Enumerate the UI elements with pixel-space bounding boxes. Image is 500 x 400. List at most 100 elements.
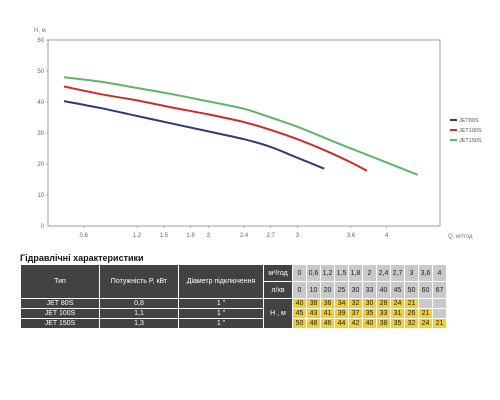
head-value: 35: [363, 309, 376, 318]
x-tick-label: 1.2: [133, 233, 142, 239]
flow-l-value: 33: [363, 282, 376, 298]
head-value: 33: [377, 309, 390, 318]
head-value: 26: [405, 309, 418, 318]
head-value: 30: [363, 299, 376, 308]
head-value: 46: [321, 319, 334, 328]
y-tick-label: 20: [37, 162, 44, 168]
x-tick-label: 2: [207, 233, 211, 239]
head-value: 50: [293, 319, 306, 328]
head-value: 32: [349, 299, 362, 308]
flow-m3-value: 4: [433, 265, 446, 281]
head-value: 48: [307, 319, 320, 328]
head-value: 38: [377, 319, 390, 328]
table-header-row-1: Тип Потужність P, кВт Діаметр підключенн…: [21, 265, 446, 298]
chart-canvas: 0 10 20 30 40 50 60 0.6 1.2 1.5 1.8 2 2.4 2.7 3 3.6 4 J…: [34, 28, 482, 240]
flow-l-value: 45: [391, 282, 404, 298]
head-value: 34: [335, 299, 348, 308]
flow-m3-value: 2,7: [391, 265, 404, 281]
legend-label: JET150S: [459, 138, 482, 144]
col-header-diameter: Діаметр підключення: [179, 265, 263, 298]
flow-l-value: 60: [419, 282, 432, 298]
legend-label: JET80S: [459, 118, 479, 124]
y-tick-label: 30: [37, 131, 44, 137]
head-value: 41: [321, 309, 334, 318]
hydraulic-specs-section: Гідравлічні характеристики Тип Потужніст…: [20, 252, 496, 329]
pump-type: JET 80S: [21, 299, 99, 308]
x-tick-label: 1.8: [186, 233, 195, 239]
head-value: 24: [391, 299, 404, 308]
pump-diameter: 1 ": [179, 309, 263, 318]
y-axis-ticks: 0 10 20 30 40 50 60: [37, 38, 48, 230]
head-value: 40: [363, 319, 376, 328]
pump-type: JET 150S: [21, 319, 99, 328]
unit-flow-m3: м³/год: [264, 265, 292, 281]
head-value: 37: [349, 309, 362, 318]
pump-performance-chart: 0 10 20 30 40 50 60 0.6 1.2 1.5 1.8 2 2.4 2.7 3 3.6 4 J…: [34, 28, 482, 240]
flow-l-value: 40: [377, 282, 390, 298]
flow-m3-value: 0,6: [307, 265, 320, 281]
col-header-type: Тип: [21, 265, 99, 298]
x-tick-label: 3: [296, 233, 300, 239]
flow-m3-value: 0: [293, 265, 306, 281]
flow-l-value: 20: [321, 282, 334, 298]
head-value: 28: [377, 299, 390, 308]
y-tick-label: 10: [37, 193, 44, 199]
flow-l-value: 0: [293, 282, 306, 298]
x-axis-ticks: 0.6 1.2 1.5 1.8 2 2.4 2.7 3 3.6 4: [79, 226, 389, 239]
series-line-jet80s: [63, 100, 325, 170]
y-tick-label: 0: [41, 224, 45, 230]
head-value: 32: [405, 319, 418, 328]
series-line-jet150s: [63, 76, 419, 176]
flow-l-value: 10: [307, 282, 320, 298]
head-value: 36: [321, 299, 334, 308]
head-value: 39: [335, 309, 348, 318]
x-tick-label: 2.4: [240, 233, 249, 239]
table-header-row-2: л/хв 0 10 20 25 30 33 40 45 50 60 67: [21, 282, 446, 298]
series-line-jet100s: [63, 85, 368, 172]
flow-m3-value: 3: [405, 265, 418, 281]
pump-power: 1,1: [100, 309, 178, 318]
plot-area-frame: [47, 39, 441, 227]
head-value: 38: [307, 299, 320, 308]
flow-m3-value: 3,6: [419, 265, 432, 281]
table-title: Гідравлічні характеристики: [20, 253, 144, 263]
flow-m3-value: 1,8: [349, 265, 362, 281]
flow-l-value: 25: [335, 282, 348, 298]
x-tick-label: 0.6: [79, 233, 88, 239]
head-value: 24: [419, 319, 432, 328]
head-value: 42: [349, 319, 362, 328]
pump-power: 0,8: [100, 299, 178, 308]
flow-l-value: 67: [433, 282, 446, 298]
x-tick-label: 1.5: [160, 233, 169, 239]
head-value: 21: [433, 319, 446, 328]
pump-diameter: 1 ": [179, 319, 263, 328]
head-value: [433, 299, 446, 308]
x-axis-title: Q, м³/год: [448, 234, 473, 240]
head-value: 21: [405, 299, 418, 308]
flow-l-value: 50: [405, 282, 418, 298]
flow-m3-value: 1,2: [321, 265, 334, 281]
pump-power: 1,3: [100, 319, 178, 328]
x-tick-label: 2.7: [267, 233, 276, 239]
y-axis-title: H, м: [34, 28, 46, 34]
table-row: JET 80S 0,8 1 " Н , м 40 38 36 34 32 30 28 24 21: [21, 299, 446, 328]
x-tick-label: 3.6: [347, 233, 356, 239]
head-value: 43: [307, 309, 320, 318]
y-tick-label: 60: [37, 38, 44, 44]
y-tick-label: 50: [37, 69, 44, 75]
hydraulic-specs-table: Тип Потужність P, кВт Діаметр підключенн…: [20, 264, 447, 329]
head-value: [433, 309, 446, 318]
col-header-power: Потужність P, кВт: [100, 265, 178, 298]
x-tick-label: 4: [385, 233, 389, 239]
series-lines: [63, 76, 419, 176]
flow-m3-value: 2,4: [377, 265, 390, 281]
table-row: JET 100S 1,1 1 " 45 43 41 39 37 35 33 31 26 21: [21, 309, 446, 318]
chart-legend: JET80S JET100S JET150S: [450, 118, 482, 144]
head-value: 35: [391, 319, 404, 328]
pump-diameter: 1 ": [179, 299, 263, 308]
head-value: [419, 299, 432, 308]
head-unit: Н , м: [264, 299, 292, 328]
legend-label: JET100S: [459, 128, 482, 134]
flow-l-value: 30: [349, 282, 362, 298]
flow-m3-value: 2: [363, 265, 376, 281]
